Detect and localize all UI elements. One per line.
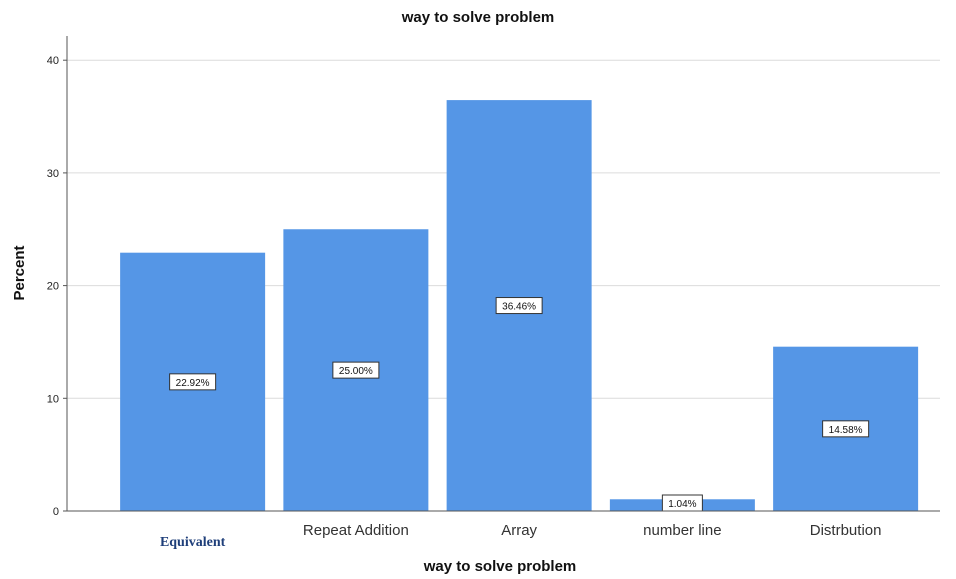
y-tick-label: 20 (47, 281, 59, 293)
y-axis-title: Percent (11, 245, 28, 300)
x-axis-title: way to solve problem (423, 558, 577, 575)
x-axis-labels: Equivalent Repeat Addition Array number lin… (160, 522, 882, 550)
data-label: 1.04% (661, 494, 703, 512)
x-category-label: Repeat Addition (303, 522, 409, 539)
data-label-text: 14.58% (829, 425, 863, 436)
data-label: 25.00% (332, 361, 380, 379)
data-label-text: 22.92% (176, 378, 210, 389)
data-label-box (332, 361, 380, 379)
x-category-label: Array (501, 522, 537, 539)
data-label: 36.46% (495, 297, 543, 315)
y-axis-ticks: 0 10 20 30 40 (47, 55, 67, 518)
x-category-label: Equivalent (160, 535, 226, 550)
data-label-box (822, 420, 870, 438)
data-label-text: 1.04% (668, 499, 696, 510)
data-label: 22.92% (169, 373, 217, 391)
y-tick-label: 30 (47, 168, 59, 180)
data-label-box (495, 297, 543, 315)
data-labels: 22.92% 25.00% 36.46% 1.04% 14.58% (169, 297, 870, 512)
chart-title: way to solve problem (401, 9, 555, 26)
data-label-text: 25.00% (339, 366, 373, 377)
data-label-box (169, 373, 217, 391)
y-tick-label: 10 (47, 393, 59, 405)
data-label: 14.58% (822, 420, 870, 438)
x-category-label: Distrbution (810, 522, 882, 539)
y-tick-label: 0 (53, 506, 59, 518)
y-tick-label: 40 (47, 55, 59, 67)
x-category-label: number line (643, 522, 721, 539)
data-label-text: 36.46% (502, 302, 536, 313)
